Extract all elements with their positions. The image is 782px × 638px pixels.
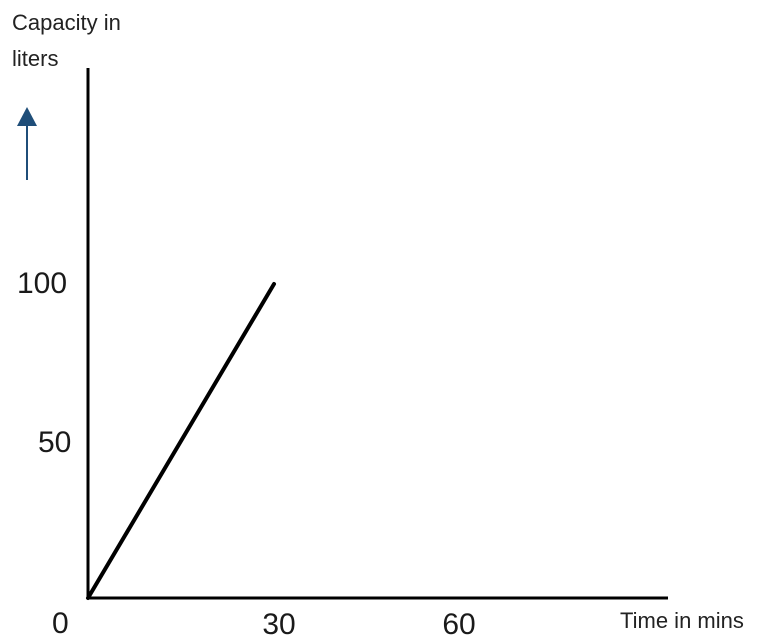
up-arrow-icon: [17, 107, 37, 180]
y-tick-label-100: 100: [17, 267, 67, 300]
y-tick-label-50: 50: [38, 426, 71, 459]
x-axis-label: Time in mins: [620, 608, 744, 633]
x-tick-label-30: 30: [262, 608, 295, 638]
y-axis-label-line2: liters: [12, 46, 58, 71]
y-axis-label-line1: Capacity in: [12, 10, 121, 35]
series-line: [86, 282, 276, 600]
x-tick-label-60: 60: [442, 608, 475, 638]
origin-label: 0: [52, 607, 69, 638]
